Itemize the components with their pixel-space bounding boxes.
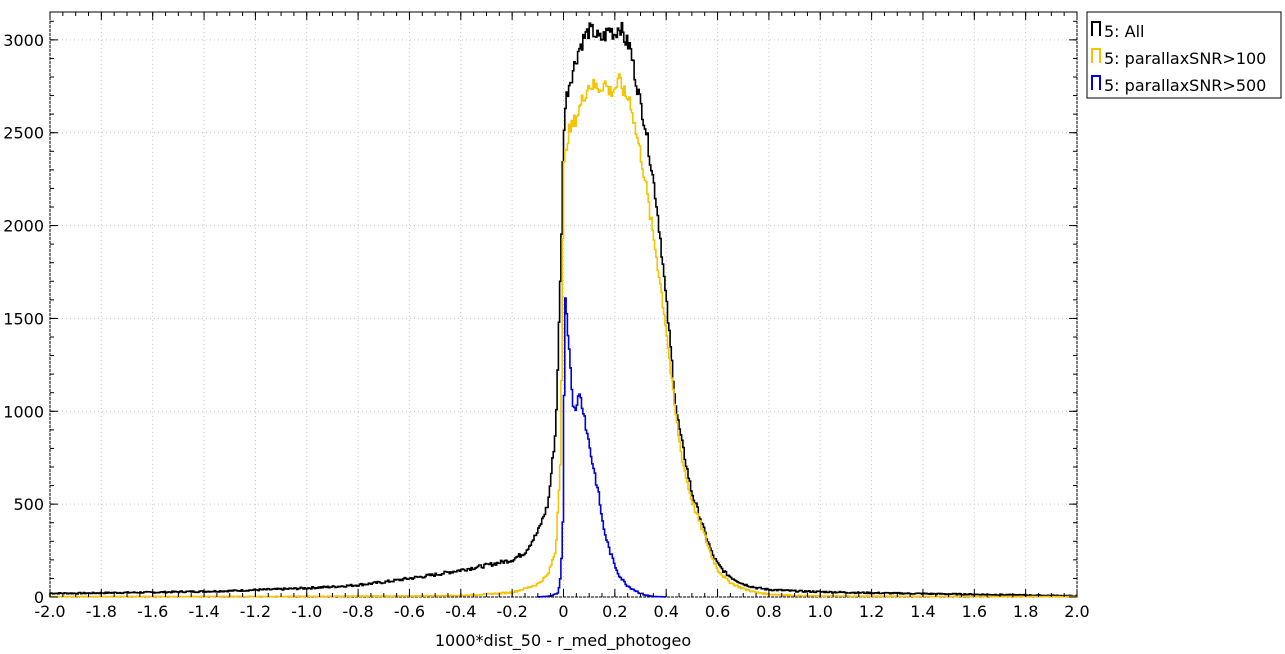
x-tick-label: -0.6: [394, 602, 425, 621]
legend-swatch-icon: [1091, 75, 1101, 90]
x-axis-title: 1000*dist_50 - r_med_photogeo: [435, 631, 691, 651]
legend-label: 5: parallaxSNR>100: [1104, 49, 1266, 68]
series-layer: [49, 21, 1077, 598]
x-tick-label: -2.0: [34, 602, 65, 621]
legend-swatch-icon: [1091, 21, 1101, 36]
y-tick-label: 1000: [3, 402, 44, 421]
y-tick-label: 1500: [3, 309, 44, 328]
x-tick-label: -1.2: [240, 602, 271, 621]
x-tick-label: 1.0: [808, 602, 833, 621]
legend-swatch-icon: [1091, 48, 1101, 63]
series-line-2: [537, 297, 667, 598]
x-tick-label: -0.4: [445, 602, 476, 621]
legend-label: 5: parallaxSNR>500: [1104, 76, 1266, 95]
y-tick-label: 0: [34, 588, 44, 607]
legend: 5: All 5: parallaxSNR>100 5: parallaxSNR>5…: [1086, 11, 1282, 99]
x-tick-label: -1.4: [188, 602, 219, 621]
legend-label: 5: All: [1104, 22, 1145, 41]
x-tick-label: 1.8: [1013, 602, 1038, 621]
x-tick-label: 0.8: [756, 602, 781, 621]
x-tick-label: -1.8: [86, 602, 117, 621]
x-tick-label: 1.6: [962, 602, 987, 621]
x-tick-label: -0.2: [497, 602, 528, 621]
x-axis: -2.0 -1.8 -1.6 -1.4 -1.2 -1.0 -0.8 -0.6 -0.4 -0.2…: [34, 12, 1090, 621]
y-tick-label: 500: [13, 495, 44, 514]
x-tick-label: 0: [558, 602, 568, 621]
series-line-1: [49, 73, 1077, 598]
y-axis: 0 500 1000 1500 2000 2500 3000: [3, 20, 1077, 607]
x-tick-label: 0.4: [653, 602, 678, 621]
x-tick-label: 1.2: [859, 602, 884, 621]
x-tick-label: 0.6: [705, 602, 730, 621]
y-tick-label: 2000: [3, 217, 44, 236]
x-tick-label: 1.4: [910, 602, 935, 621]
x-tick-label: 0.2: [602, 602, 627, 621]
grid-dots: [49, 12, 1078, 598]
x-tick-label: 2.0: [1064, 602, 1089, 621]
y-tick-label: 3000: [3, 31, 44, 50]
x-tick-label: -1.6: [137, 602, 168, 621]
y-tick-label: 2500: [3, 124, 44, 143]
x-tick-label: -0.8: [342, 602, 373, 621]
legend-box: [1086, 11, 1282, 99]
x-tick-label: -1.0: [291, 602, 322, 621]
